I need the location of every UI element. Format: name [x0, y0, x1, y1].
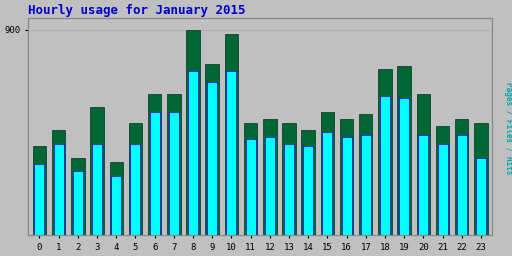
Bar: [188, 71, 198, 235]
Bar: [225, 34, 238, 235]
Bar: [34, 164, 45, 235]
Bar: [380, 96, 390, 235]
Bar: [52, 130, 66, 235]
Text: Pages / Files / Hits: Pages / Files / Hits: [504, 82, 512, 174]
Bar: [438, 144, 447, 235]
Bar: [265, 137, 275, 235]
Bar: [397, 66, 411, 235]
Bar: [111, 176, 121, 235]
Bar: [321, 112, 334, 235]
Bar: [302, 130, 315, 235]
Bar: [303, 146, 313, 235]
Bar: [246, 139, 255, 235]
Bar: [474, 123, 487, 235]
Bar: [399, 98, 409, 235]
Bar: [207, 82, 217, 235]
Text: Hourly usage for January 2015: Hourly usage for January 2015: [28, 4, 245, 17]
Bar: [418, 135, 429, 235]
Bar: [226, 71, 237, 235]
Bar: [244, 123, 258, 235]
Bar: [150, 112, 160, 235]
Bar: [92, 144, 102, 235]
Bar: [186, 30, 200, 235]
Bar: [359, 114, 373, 235]
Bar: [73, 171, 83, 235]
Bar: [54, 144, 63, 235]
Bar: [263, 119, 276, 235]
Bar: [131, 144, 140, 235]
Bar: [340, 119, 353, 235]
Bar: [129, 123, 142, 235]
Bar: [205, 64, 219, 235]
Bar: [148, 94, 161, 235]
Bar: [110, 162, 123, 235]
Bar: [282, 123, 296, 235]
Bar: [284, 144, 294, 235]
Bar: [417, 94, 430, 235]
Bar: [167, 94, 181, 235]
Bar: [455, 119, 468, 235]
Bar: [378, 69, 392, 235]
Bar: [436, 126, 450, 235]
Bar: [323, 132, 332, 235]
Bar: [342, 137, 352, 235]
Bar: [457, 135, 467, 235]
Bar: [90, 107, 104, 235]
Bar: [361, 135, 371, 235]
Bar: [71, 158, 84, 235]
Bar: [33, 146, 46, 235]
Bar: [476, 158, 486, 235]
Bar: [169, 112, 179, 235]
